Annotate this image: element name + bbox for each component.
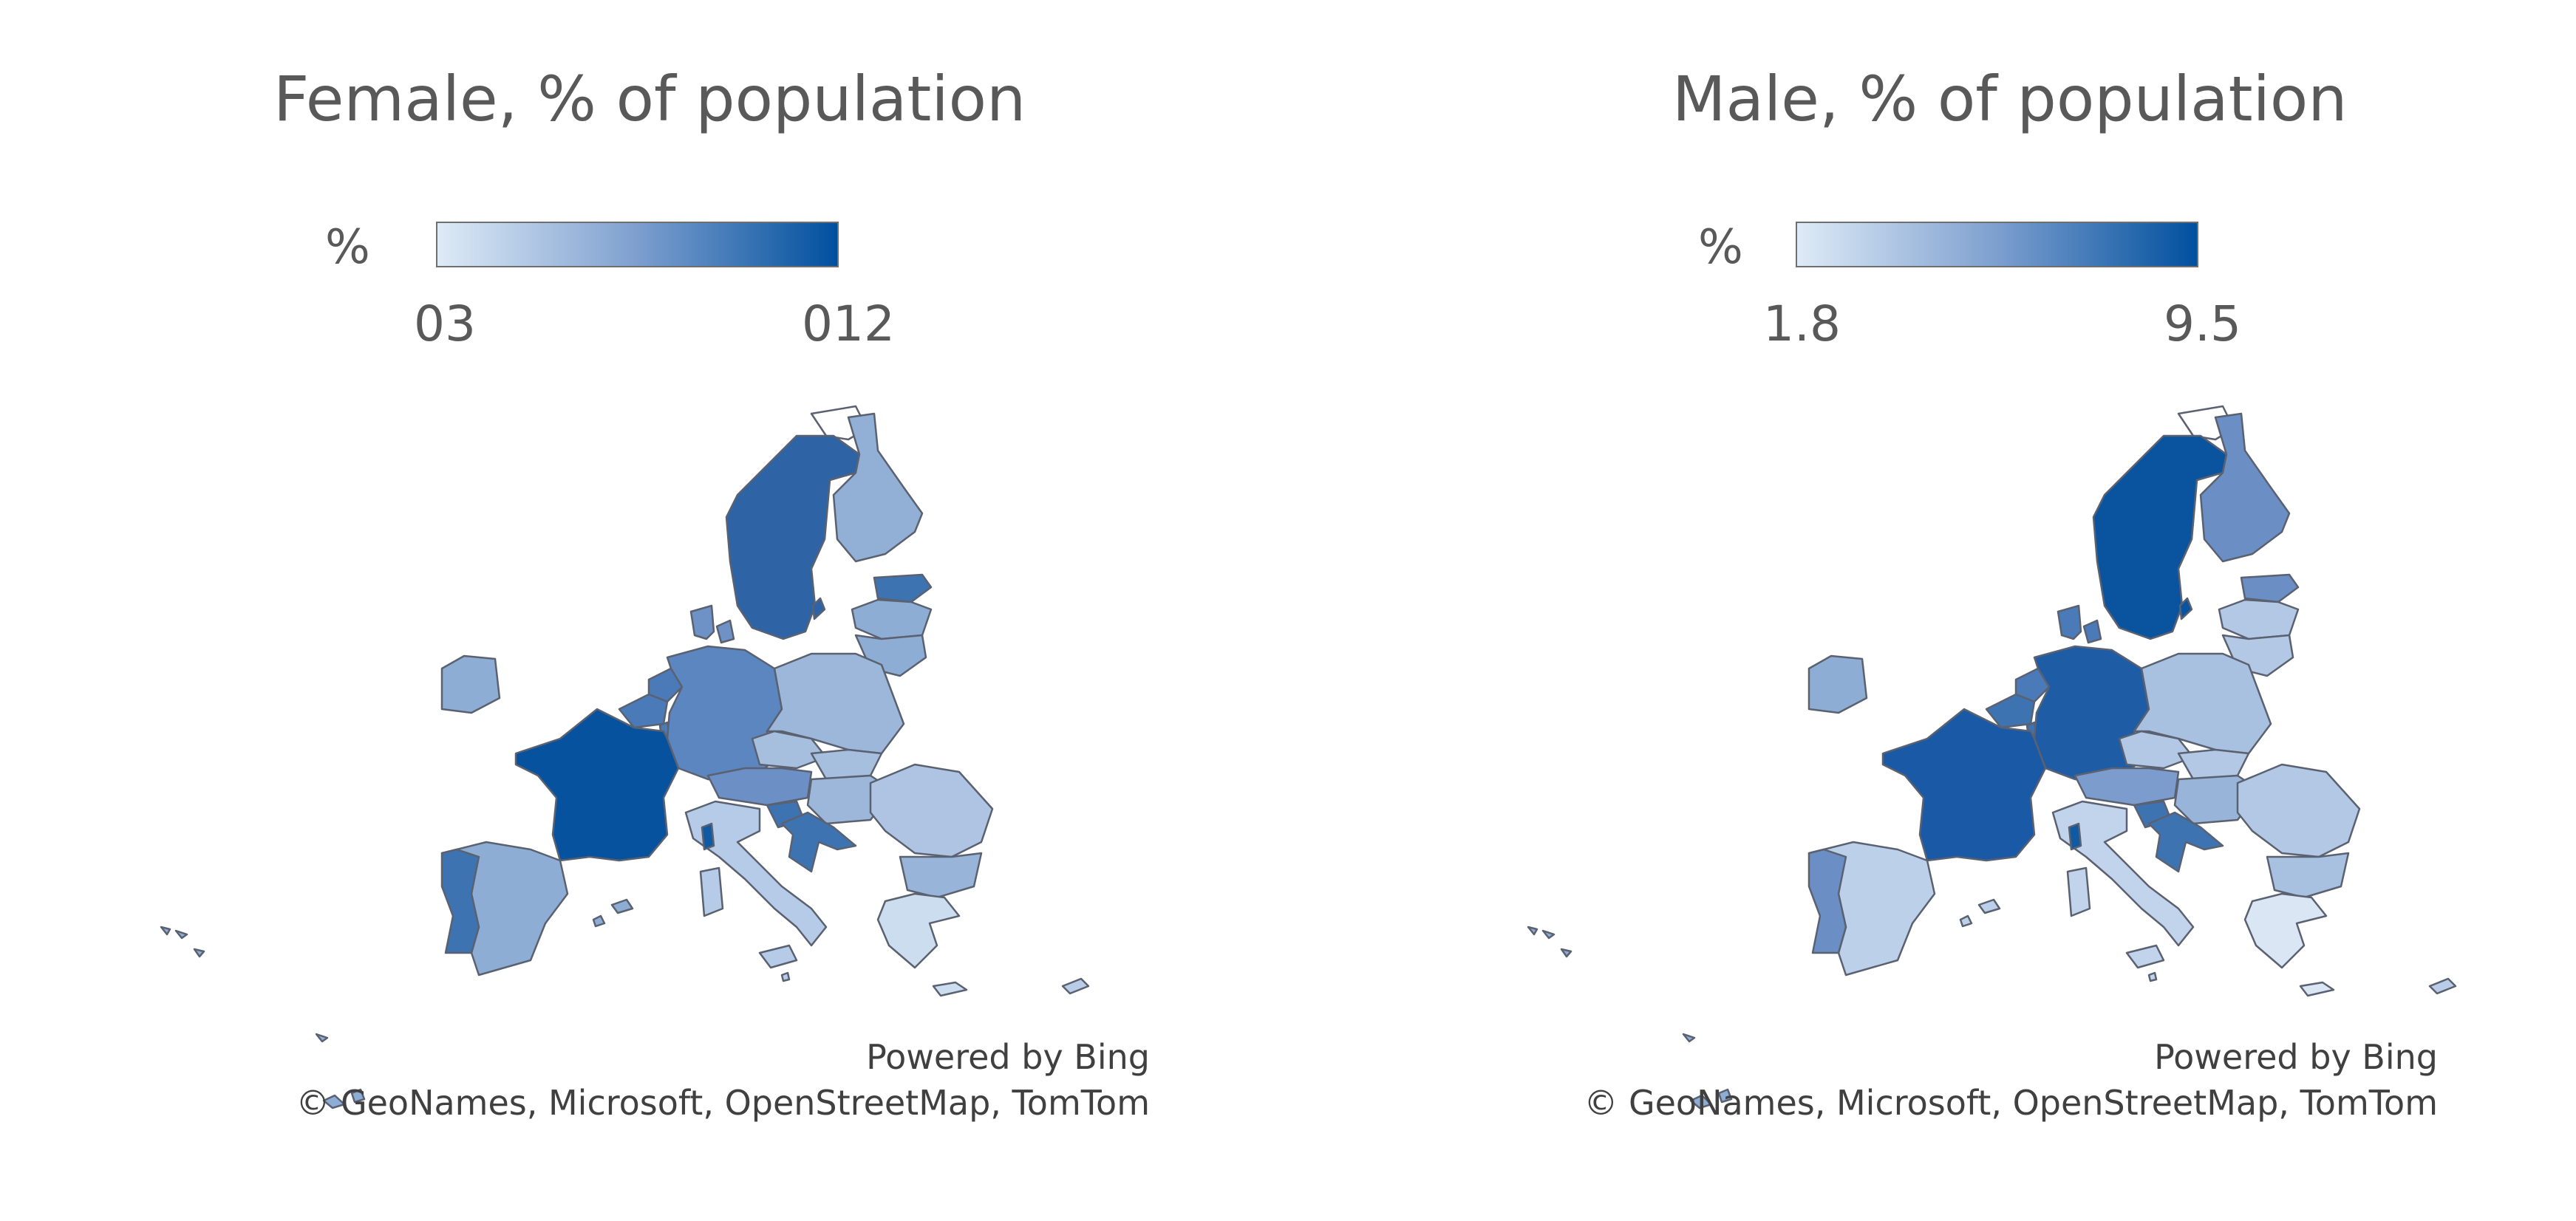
region-outlying[interactable] [1682,1033,1696,1043]
region-croatia[interactable] [2147,811,2224,873]
choropleth-map-female[interactable] [0,384,1288,1123]
region-cyprus[interactable] [1061,977,1090,995]
region-estonia[interactable] [873,573,933,603]
legend-max-label: 012 [802,295,895,352]
region-balearics[interactable] [610,898,634,914]
legend-unit: % [325,220,370,275]
region-outlying[interactable] [160,926,171,936]
region-corsica[interactable] [701,822,715,851]
region-denmark[interactable] [2057,604,2082,640]
region-ireland[interactable] [1807,654,1868,714]
region-greece[interactable] [876,892,961,969]
region-denmark[interactable] [689,604,715,640]
region-latvia[interactable] [2218,598,2300,640]
region-outlying[interactable] [1560,948,1572,958]
region-belgium[interactable] [1985,693,2036,729]
region-corsica[interactable] [2068,822,2082,851]
region-sardinia[interactable] [2066,866,2091,917]
map-copyright: © GeoNames, Microsoft, OpenStreetMap, To… [296,1083,1150,1123]
region-outlying[interactable] [1717,1088,1733,1104]
region-croatia[interactable] [780,811,857,873]
legend-unit: % [1698,220,1743,275]
region-romania[interactable] [869,763,994,858]
region-slovakia[interactable] [2177,748,2250,781]
region-portugal[interactable] [1807,848,1847,954]
region-bulgaria[interactable] [2266,852,2350,899]
region-malta[interactable] [2147,971,2158,982]
region-denmark[interactable] [715,619,735,644]
region-denmark[interactable] [2082,619,2102,644]
region-greece[interactable] [932,981,968,997]
map-copyright: © GeoNames, Microsoft, OpenStreetMap, To… [1584,1083,2438,1123]
region-sicily[interactable] [758,944,798,969]
region-sicily[interactable] [2125,944,2165,969]
region-netherlands[interactable] [2014,667,2051,703]
region-balearics[interactable] [1977,898,2001,914]
region-austria[interactable] [706,767,813,807]
choropleth-map-male[interactable] [1288,384,2576,1123]
bing-credit: Powered by Bing [866,1037,1150,1077]
region-outlying[interactable] [1689,1094,1713,1109]
male-map-panel: Male, % of population % 1.8 9.5 [1288,0,2576,1221]
region-finland[interactable] [2199,412,2291,563]
region-france[interactable] [1881,708,2047,862]
region-outlying[interactable] [193,948,205,958]
region-italy[interactable] [2051,800,2195,947]
map-title: Male, % of population [1672,63,2348,135]
region-outlying[interactable] [1527,926,1539,936]
region-sweden[interactable] [811,597,826,620]
region-france[interactable] [514,708,680,862]
region-belgium[interactable] [618,693,669,729]
region-italy[interactable] [684,800,828,947]
legend-min-label: 1.8 [1763,295,1841,352]
female-map-panel: Female, % of population % 03 012 [0,63,1288,1123]
region-cyprus[interactable] [2428,977,2457,995]
legend-color-scale [436,222,839,267]
region-portugal[interactable] [440,848,480,954]
region-sweden[interactable] [2178,597,2193,620]
map-title: Female, % of population [273,63,1026,135]
region-outlying[interactable] [315,1033,329,1043]
region-outlying[interactable] [174,929,188,940]
region-netherlands[interactable] [647,667,684,703]
region-estonia[interactable] [2240,573,2300,603]
region-sardinia[interactable] [699,866,724,917]
region-ireland[interactable] [440,654,501,714]
region-bulgaria[interactable] [899,852,983,899]
region-latvia[interactable] [851,598,933,640]
region-romania[interactable] [2236,763,2361,858]
region-balearics[interactable] [1959,914,1973,928]
bing-credit: Powered by Bing [2154,1037,2438,1077]
region-balearics[interactable] [592,914,606,928]
legend-min-label: 03 [414,295,476,352]
region-slovakia[interactable] [810,748,883,781]
region-outlying[interactable] [1541,929,1556,940]
region-greece[interactable] [2243,892,2328,969]
region-finland[interactable] [832,412,924,563]
region-malta[interactable] [780,971,791,982]
region-greece[interactable] [2299,981,2335,997]
region-outlying[interactable] [322,1094,346,1109]
legend-color-scale [1796,222,2198,267]
region-austria[interactable] [2074,767,2180,807]
legend-max-label: 9.5 [2164,295,2241,352]
region-outlying[interactable] [350,1088,366,1104]
